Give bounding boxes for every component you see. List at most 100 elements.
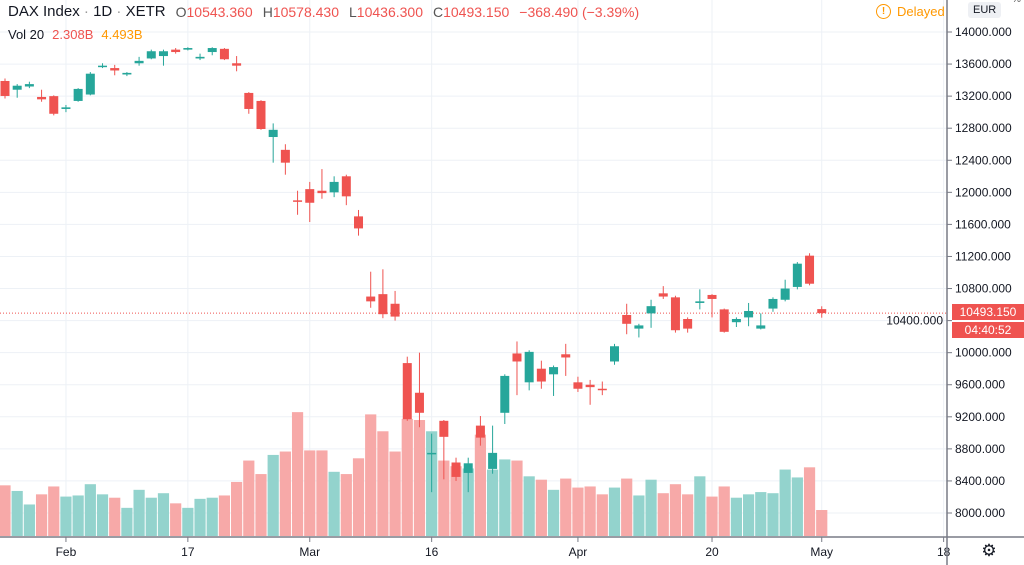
price-tick-label: 13200.000 <box>955 89 1012 103</box>
volume-bar <box>450 466 462 536</box>
time-tick-label: Apr <box>569 545 588 559</box>
gear-icon[interactable]: ⚙ <box>981 541 997 560</box>
candle-down <box>719 309 729 332</box>
price-tick-label: 12800.000 <box>955 121 1012 135</box>
delayed-badge[interactable]: ! Delayed <box>876 4 945 19</box>
volume-bar <box>352 458 365 536</box>
candle-down <box>573 382 583 389</box>
candle-down <box>354 216 364 229</box>
candle-down <box>585 384 595 388</box>
time-tick-label: May <box>810 545 833 559</box>
volume-bar <box>633 495 645 536</box>
candle-up <box>695 301 705 303</box>
delayed-label: Delayed <box>897 4 945 19</box>
candle-up <box>756 325 766 329</box>
volume-bar <box>365 414 377 536</box>
volume-bar <box>206 497 218 536</box>
time-tick-label: 17 <box>181 545 195 559</box>
candle-up <box>610 346 619 362</box>
price-tick-label: 14000.000 <box>955 25 1012 39</box>
candle-down <box>37 96 47 100</box>
candle-up <box>268 129 278 138</box>
exclamation-circle-icon: ! <box>876 4 891 19</box>
time-tick-label: 20 <box>705 545 719 559</box>
price-tick-label: 8400.000 <box>955 474 1005 488</box>
volume-value: 2.308B <box>52 27 94 42</box>
volume-bar <box>23 504 35 536</box>
volume-bar <box>572 487 584 536</box>
volume-bar <box>682 494 694 536</box>
candle-down <box>0 80 10 96</box>
percent-toggle[interactable]: % <box>1012 0 1021 5</box>
time-tick-label: Feb <box>56 545 77 559</box>
candle-down <box>670 297 680 331</box>
volume-bar <box>413 420 426 536</box>
volume-bar <box>11 490 23 536</box>
volume-bar <box>218 495 231 536</box>
candle-down <box>622 314 632 324</box>
volume-bar <box>791 477 803 536</box>
interval[interactable]: 1D <box>93 3 113 20</box>
volume-bar <box>608 487 621 536</box>
currency-badge[interactable]: EUR <box>968 2 1002 18</box>
candle-down <box>280 149 290 163</box>
candle-up <box>488 452 498 469</box>
candle-down <box>317 190 327 194</box>
candle-down <box>683 318 693 329</box>
candle-down <box>597 388 607 391</box>
candle-up <box>549 367 559 375</box>
candle-up <box>12 85 22 90</box>
separator: · <box>116 3 122 20</box>
volume-bar <box>377 431 389 536</box>
volume-bar <box>182 507 194 536</box>
last-price-label: 10493.150 <box>952 304 1024 320</box>
candle-down <box>561 354 571 358</box>
time-tick-label: 18 <box>937 545 951 559</box>
volume-bar <box>596 494 608 536</box>
volume-bar <box>779 469 791 536</box>
volume-bar <box>121 507 133 536</box>
symbol-name[interactable]: DAX Index <box>8 3 80 20</box>
price-tick-label: 11200.000 <box>955 249 1011 263</box>
volume-bar <box>438 460 450 536</box>
volume-bar <box>157 493 170 536</box>
candle-up <box>85 73 95 95</box>
volume-label[interactable]: Vol 20 <box>8 27 45 42</box>
volume-bar <box>316 450 328 536</box>
price-tick-label: 9600.000 <box>955 378 1005 392</box>
candle-up <box>146 51 156 59</box>
candle-up <box>24 84 34 87</box>
volume-bar <box>340 474 352 536</box>
volume-bar <box>194 498 206 536</box>
candle-up <box>158 51 168 57</box>
high-label: H <box>262 3 273 20</box>
volume-bar <box>523 476 535 536</box>
candle-down <box>658 293 668 297</box>
candle-up <box>183 48 193 50</box>
close-value: 10493.150 <box>443 3 510 20</box>
candle-down <box>366 296 376 302</box>
candle-down <box>805 255 815 284</box>
volume-bar <box>60 496 72 536</box>
time-tick-label: Mar <box>299 545 320 559</box>
price-tick-label: 8000.000 <box>955 506 1005 520</box>
volume-bar <box>742 494 755 536</box>
candle-up <box>98 65 108 68</box>
volume-bar <box>499 459 511 536</box>
volume-bar <box>669 484 682 536</box>
candle-up <box>134 60 144 64</box>
volume-bar <box>816 510 828 536</box>
volume-bar <box>706 496 718 536</box>
candle-down <box>244 92 254 109</box>
price-tick-label: 12000.000 <box>955 185 1012 199</box>
candle-up <box>634 325 644 329</box>
candle-down <box>512 353 522 362</box>
candle-up <box>427 452 437 455</box>
candle-up <box>780 288 790 300</box>
candle-down <box>817 309 827 314</box>
candle-down <box>341 176 351 197</box>
low-label: L <box>349 3 357 20</box>
candle-down <box>293 200 303 202</box>
volume-bar <box>730 497 742 536</box>
